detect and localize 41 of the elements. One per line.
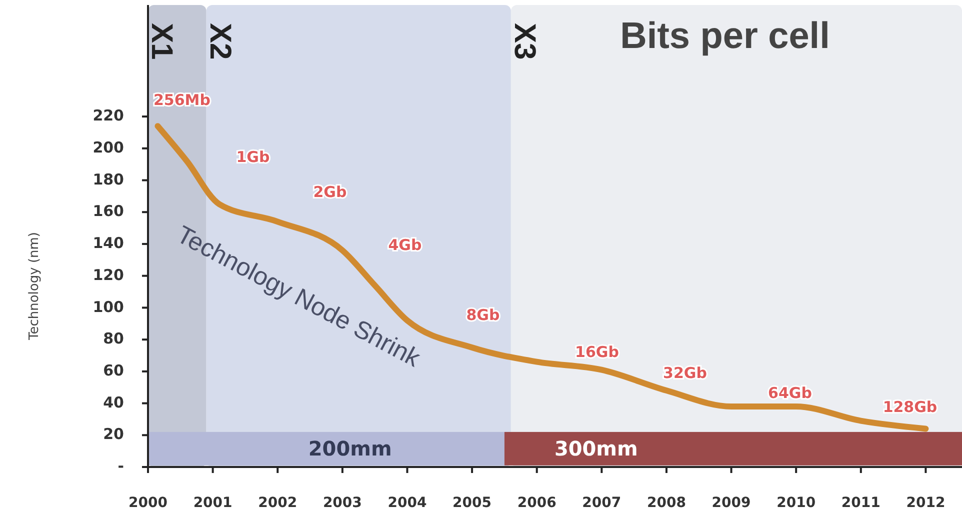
y-axis-title: Technology (nm) xyxy=(27,232,42,341)
x-tick-label: 2006 xyxy=(517,495,556,511)
x-tick-label: 2007 xyxy=(582,495,622,511)
annotation: 4Gb xyxy=(388,236,422,254)
annotation: 32Gb xyxy=(663,364,708,382)
annotation: 8Gb xyxy=(466,306,500,324)
y-tick-label: 20 xyxy=(103,425,124,444)
annotation: 1Gb xyxy=(236,148,270,166)
x-tick-label: 2003 xyxy=(322,495,362,511)
y-tick-label: 140 xyxy=(92,234,124,252)
y-tick-label: 200 xyxy=(92,138,124,156)
y-tick-label: 160 xyxy=(92,202,124,220)
band-label: 300mm xyxy=(554,436,638,461)
y-tick-label: 120 xyxy=(92,266,124,284)
annotation: 2Gb xyxy=(313,183,347,202)
annotation: 16Gb xyxy=(575,343,620,362)
x-tick-label: 2012 xyxy=(906,495,946,511)
x-tick-label: 2010 xyxy=(776,495,816,511)
chart-title: Bits per cell xyxy=(620,15,830,56)
y-tick-label: 220 xyxy=(92,106,124,125)
annotation: 256Mb xyxy=(154,91,211,110)
band-label: 200mm xyxy=(308,436,392,461)
annotation: 128Gb xyxy=(882,398,938,416)
x-tick-label: 2004 xyxy=(388,495,427,511)
band-label: X3 xyxy=(508,23,542,60)
x-tick-label: 2002 xyxy=(258,495,298,511)
x-tick-label: 2009 xyxy=(712,495,751,511)
x-tick-label: 2011 xyxy=(841,495,880,511)
x-tick-label: 2000 xyxy=(128,495,168,511)
x-tick-label: 2001 xyxy=(193,495,232,511)
y-tick-label: 60 xyxy=(103,362,124,380)
annotation: 64Gb xyxy=(768,384,812,402)
x-tick-label: 2008 xyxy=(646,495,686,511)
y-tick-label: 80 xyxy=(103,330,124,348)
y-tick-label: 100 xyxy=(92,298,124,316)
y-tick-label: 40 xyxy=(103,393,124,412)
band-label: X2 xyxy=(203,23,236,60)
band-label: X1 xyxy=(145,23,178,60)
y-tick-label: 180 xyxy=(92,170,124,188)
y-tick-label: - xyxy=(118,457,124,476)
x-tick-label: 2005 xyxy=(452,495,492,511)
